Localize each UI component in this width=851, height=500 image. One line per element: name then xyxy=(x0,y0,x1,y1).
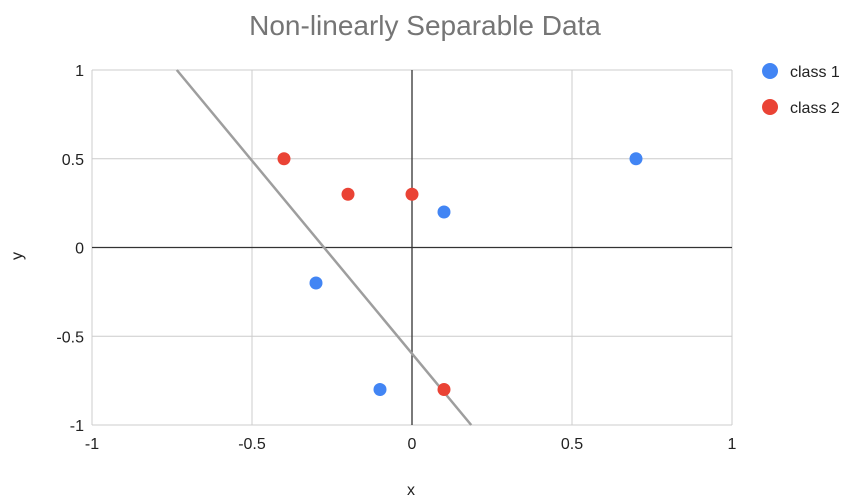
data-point-class-1 xyxy=(373,383,387,396)
legend-label-class-2: class 2 xyxy=(790,100,840,117)
data-point-class-1 xyxy=(309,276,323,290)
data-point-class-2 xyxy=(437,383,451,396)
y-axis-title: y xyxy=(9,252,26,260)
y-tick-label: 0 xyxy=(75,241,84,258)
y-tick-label: -0.5 xyxy=(56,329,84,346)
tick-labels: -1 -0.5 0 0.5 1 -1 -0.5 0 0.5 1 xyxy=(56,63,736,453)
zero-axes xyxy=(92,70,732,425)
x-axis-title: x xyxy=(407,482,415,499)
x-tick-label: -1 xyxy=(85,436,99,453)
x-tick-label: 0.5 xyxy=(561,436,583,453)
chart-title: Non-linearly Separable Data xyxy=(249,10,601,41)
legend-marker-class-1 xyxy=(762,63,778,79)
data-point-class-1 xyxy=(437,205,451,219)
y-tick-label: 0.5 xyxy=(62,152,84,169)
legend-marker-class-2 xyxy=(762,99,778,115)
decision-line xyxy=(175,69,473,426)
legend: class 1 class 2 xyxy=(762,63,840,117)
y-tick-label: 1 xyxy=(75,63,84,80)
data-point-class-2 xyxy=(277,152,291,166)
x-tick-label: 0 xyxy=(408,436,417,453)
data-point-class-2 xyxy=(405,187,419,201)
data-points xyxy=(277,152,643,396)
y-tick-label: -1 xyxy=(70,418,84,435)
x-tick-label: 1 xyxy=(728,436,737,453)
legend-label-class-1: class 1 xyxy=(790,64,840,81)
decision-line-layer xyxy=(175,69,473,426)
x-tick-label: -0.5 xyxy=(238,436,266,453)
data-point-class-1 xyxy=(629,152,643,166)
data-point-class-2 xyxy=(341,187,355,201)
